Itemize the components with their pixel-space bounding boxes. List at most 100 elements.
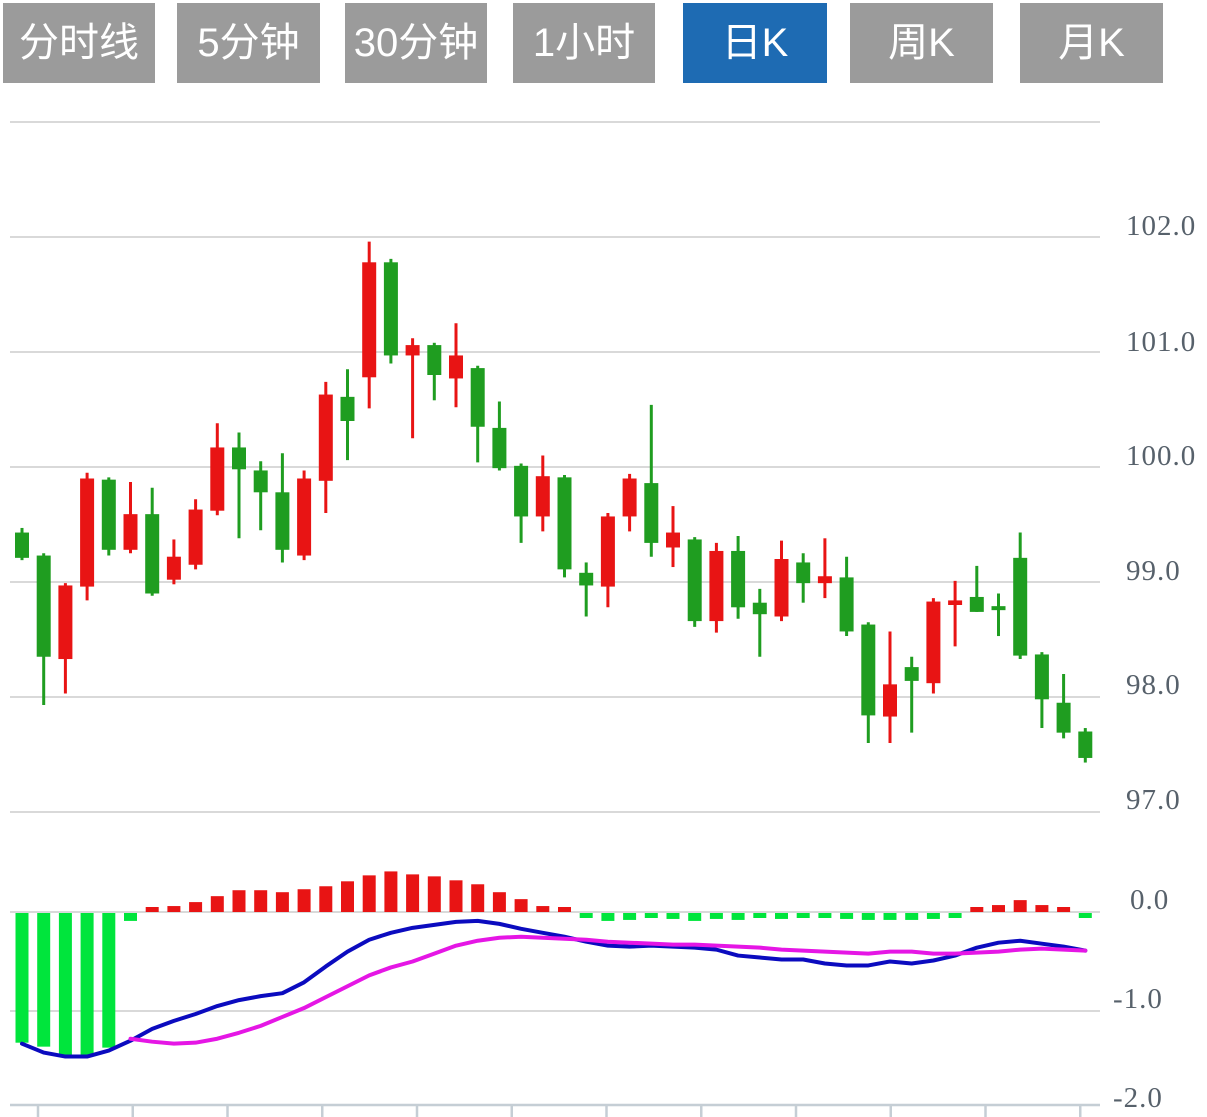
candle xyxy=(58,583,73,694)
macd-histogram-bar xyxy=(232,890,246,912)
macd-histogram-bar xyxy=(471,884,485,912)
macd-histogram-bar xyxy=(579,913,593,918)
candle xyxy=(839,556,854,637)
candle xyxy=(101,477,116,556)
candle-body xyxy=(904,667,919,681)
macd-histogram-bar xyxy=(536,906,550,912)
candle-body xyxy=(188,509,203,565)
candle xyxy=(383,258,398,364)
candle xyxy=(362,241,377,409)
macd-histogram-bar xyxy=(948,913,962,918)
candle xyxy=(253,461,268,531)
dea-line xyxy=(128,934,1088,1046)
macd-histogram-bar xyxy=(1035,905,1049,912)
candle-body xyxy=(427,345,442,375)
candlestick-panel xyxy=(15,241,1093,763)
candle xyxy=(666,506,680,568)
candle-body xyxy=(687,539,702,622)
macd-histogram-bar xyxy=(840,913,854,919)
period-tabbar: 分时线 5分钟 30分钟 1小时 日K 周K 月K xyxy=(0,3,1207,83)
price-axis-label-100: 100.0 xyxy=(1126,440,1196,472)
macd-histogram-bar xyxy=(905,913,919,920)
macd-histogram-bar xyxy=(124,913,137,921)
tab-1hour[interactable]: 1小时 xyxy=(513,3,655,83)
candle xyxy=(904,656,919,733)
candle xyxy=(600,513,615,608)
candle-body xyxy=(752,602,767,615)
candle-body xyxy=(362,262,377,378)
macd-histogram-bar xyxy=(275,892,289,912)
candle-body xyxy=(579,572,594,586)
macd-axis-label-m1: -1.0 xyxy=(1113,983,1163,1015)
macd-histogram-bar xyxy=(167,906,181,912)
candle-body xyxy=(383,262,398,356)
candle-body xyxy=(1056,702,1071,733)
tab-timeline[interactable]: 分时线 xyxy=(3,3,155,83)
tab-daily-k[interactable]: 日K xyxy=(683,3,827,83)
tab-monthly-k[interactable]: 月K xyxy=(1020,3,1163,83)
candle xyxy=(297,470,312,561)
macd-histogram-bar xyxy=(449,880,463,912)
price-axis-label-101: 101.0 xyxy=(1126,326,1196,358)
candle-body xyxy=(817,576,832,584)
tab-5min[interactable]: 5分钟 xyxy=(177,3,320,83)
macd-histogram-bar xyxy=(861,913,875,920)
candle xyxy=(340,369,355,461)
candle xyxy=(752,588,767,657)
candle xyxy=(123,481,138,554)
macd-histogram-bar xyxy=(58,913,72,1057)
macd-axis-label-0: 0.0 xyxy=(1130,884,1169,916)
candle xyxy=(883,631,897,743)
candle xyxy=(514,463,529,543)
macd-histogram-bar xyxy=(189,902,203,912)
candle-body xyxy=(275,492,290,550)
candle-body xyxy=(15,532,29,558)
macd-histogram-bar xyxy=(775,913,788,919)
candle xyxy=(991,593,1006,637)
macd-histogram-bar xyxy=(731,913,745,920)
macd-histogram-bar xyxy=(992,905,1005,912)
price-axis-label-98: 98.0 xyxy=(1126,669,1181,701)
macd-histogram-bar xyxy=(1013,900,1027,912)
candle-body xyxy=(405,345,420,356)
candle xyxy=(427,342,442,401)
candle-body xyxy=(709,550,724,622)
candle xyxy=(210,423,225,516)
candle xyxy=(166,539,181,585)
macd-histogram-bar xyxy=(926,913,940,919)
candle-body xyxy=(101,479,116,550)
candle-body xyxy=(839,577,854,632)
macd-histogram-bar xyxy=(818,913,832,918)
macd-histogram-bar xyxy=(601,913,615,921)
macd-histogram-bar xyxy=(709,913,723,919)
macd-histogram-bar xyxy=(102,913,116,1048)
tab-30min[interactable]: 30分钟 xyxy=(345,3,487,83)
candle-body xyxy=(210,447,225,511)
macd-histogram-bar xyxy=(362,875,376,912)
candle-body xyxy=(644,483,659,543)
candle xyxy=(731,536,746,619)
macd-histogram-bar xyxy=(210,896,224,912)
candle-body xyxy=(796,562,811,584)
macd-histogram-bar xyxy=(406,874,420,912)
tab-weekly-k[interactable]: 周K xyxy=(850,3,993,83)
candle-body xyxy=(514,465,529,517)
candle-body xyxy=(861,624,876,716)
candle xyxy=(318,381,333,513)
candle-body xyxy=(123,514,138,550)
macd-histogram-bar xyxy=(688,913,702,921)
candle xyxy=(557,475,572,578)
candle-body xyxy=(666,532,680,548)
candle xyxy=(774,540,789,622)
macd-histogram-bar xyxy=(254,890,268,912)
candle-body xyxy=(535,476,550,517)
candle-body xyxy=(297,478,312,556)
candle xyxy=(449,323,463,408)
macd-panel xyxy=(15,871,1092,1059)
price-axis-label-99: 99.0 xyxy=(1126,555,1181,587)
price-axis-label-97: 97.0 xyxy=(1126,784,1181,816)
macd-histogram-bar xyxy=(297,889,311,912)
macd-histogram-bar xyxy=(970,907,984,912)
candle xyxy=(644,404,659,557)
